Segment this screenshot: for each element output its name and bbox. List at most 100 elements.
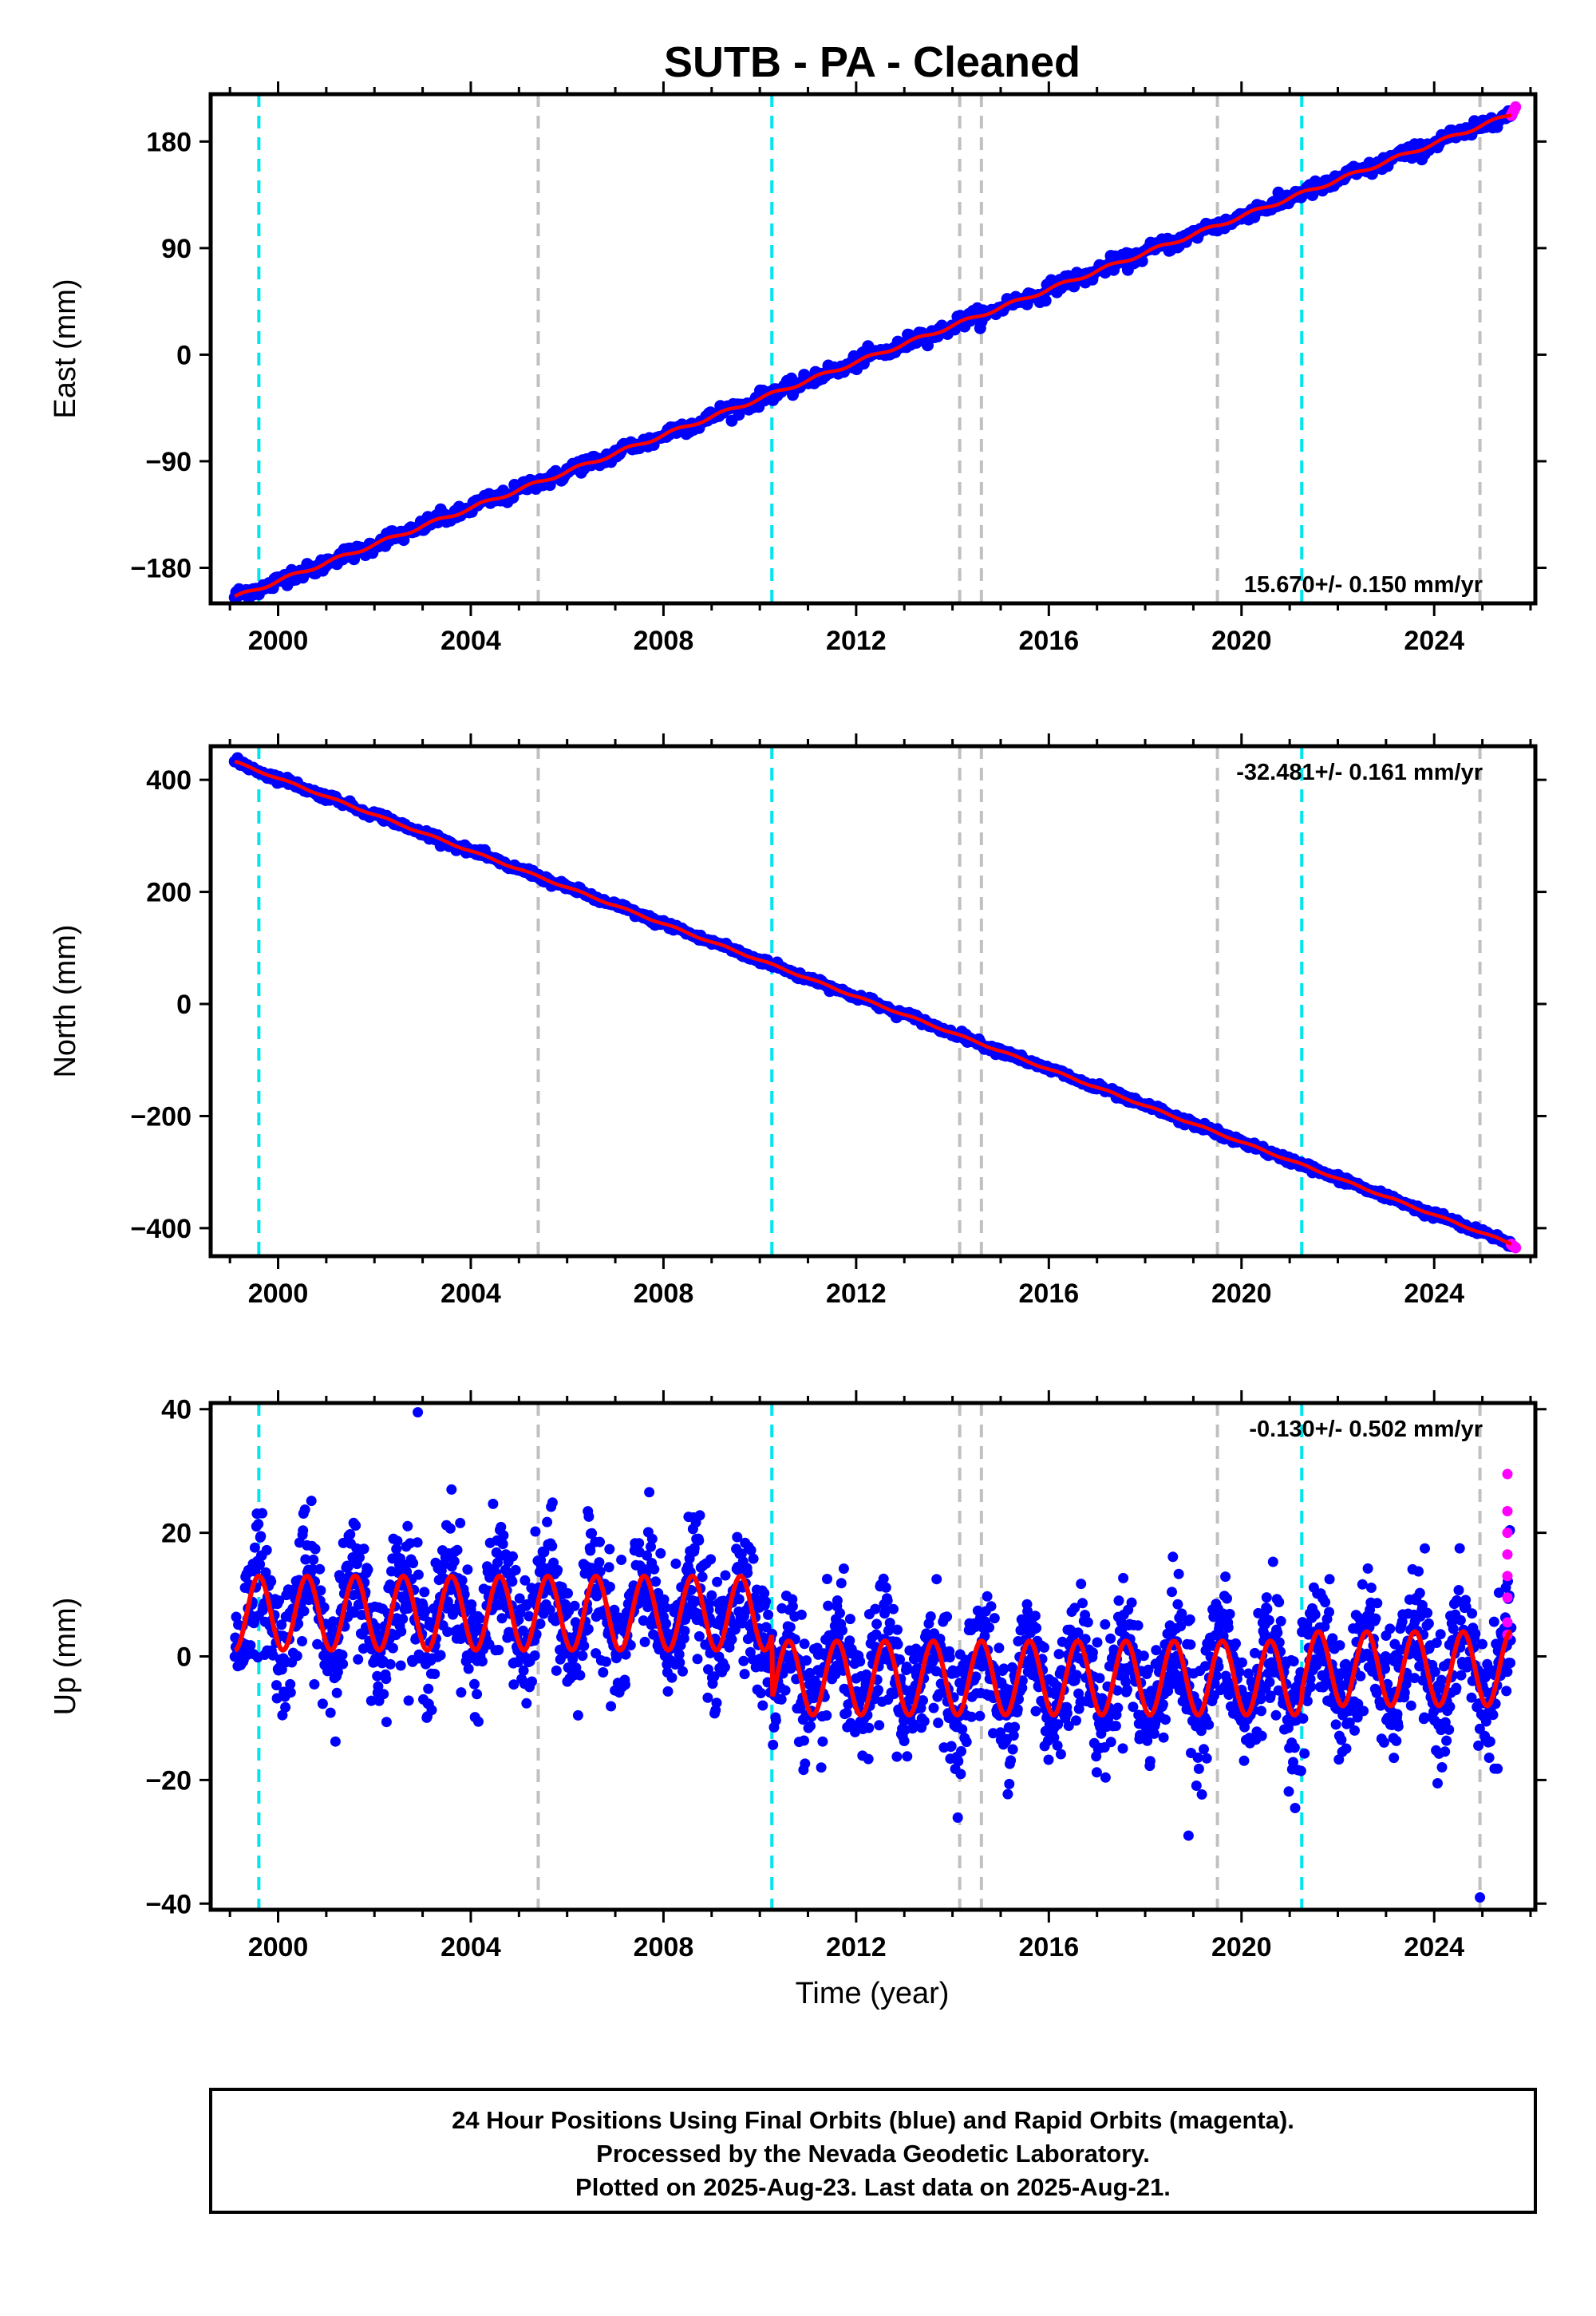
up-point (1055, 1749, 1066, 1760)
up-point (317, 1698, 328, 1709)
up-point (639, 1636, 650, 1647)
up-point (780, 1685, 791, 1696)
up-point (1341, 1743, 1352, 1754)
up-point (1007, 1744, 1018, 1755)
up-point (955, 1769, 966, 1780)
up-point (799, 1638, 810, 1650)
up-point (655, 1547, 666, 1559)
up-point (763, 1609, 774, 1620)
up-point (822, 1574, 832, 1584)
up-point (387, 1642, 398, 1654)
up-point (738, 1655, 749, 1666)
up-point (871, 1618, 883, 1630)
north-ytick-label-4: 400 (146, 765, 192, 796)
up-point (306, 1496, 317, 1507)
up-point (1320, 1597, 1331, 1608)
up-point (1076, 1579, 1087, 1590)
up-point (1295, 1765, 1306, 1777)
up-point (1126, 1597, 1137, 1608)
up-point (1306, 1682, 1317, 1693)
up-point (1077, 1598, 1088, 1609)
up-point (693, 1630, 705, 1642)
up-point (1324, 1607, 1334, 1618)
up-point (748, 1553, 759, 1564)
up-point (1451, 1682, 1462, 1694)
up-point (1505, 1658, 1516, 1669)
up-point (378, 1689, 389, 1700)
up-point (620, 1679, 630, 1690)
north-xtick-label-0: 2000 (248, 1279, 309, 1309)
up-point (757, 1700, 768, 1711)
up-point (1071, 1670, 1082, 1681)
up-point (298, 1525, 309, 1536)
up-point (308, 1554, 319, 1565)
up-point (1199, 1744, 1209, 1755)
east-ytick-label-3: 90 (161, 234, 192, 264)
up-point (844, 1614, 855, 1625)
up-ytick-label-3: 20 (161, 1519, 192, 1549)
up-ytick-label-1: −20 (145, 1765, 192, 1796)
up-rapid-point-3 (1502, 1549, 1513, 1560)
east-ytick-label-0: −180 (130, 553, 192, 583)
up-point (1005, 1755, 1017, 1766)
up-point (463, 1663, 474, 1674)
up-point (350, 1520, 361, 1531)
up-point (1405, 1700, 1416, 1711)
up-point (880, 1582, 891, 1593)
up-point (1237, 1657, 1247, 1668)
up-xtick-label-5: 2020 (1211, 1932, 1272, 1962)
up-point (1483, 1753, 1495, 1763)
east-panel: −180 −90 0 90 180 2000 2004 2008 2012 2016 2020 202… (49, 81, 1547, 656)
up-point (989, 1613, 1000, 1624)
up-point (1105, 1737, 1116, 1748)
up-y-axis-label: Up (mm) (49, 1598, 82, 1716)
up-outlier-0 (413, 1407, 424, 1418)
up-point (961, 1737, 972, 1748)
up-rapid-point-4 (1502, 1571, 1513, 1582)
east-final-points (228, 105, 1518, 605)
north-xtick-label-3: 2012 (826, 1279, 887, 1309)
east-plot-frame (208, 92, 1538, 606)
up-point (330, 1736, 341, 1747)
up-point (662, 1686, 674, 1697)
up-point (245, 1640, 256, 1651)
north-y-axis-label: North (mm) (49, 924, 82, 1077)
up-point (1422, 1607, 1433, 1618)
up-point (448, 1555, 460, 1567)
up-point (1071, 1715, 1081, 1726)
up-rapid-point-2 (1502, 1528, 1513, 1539)
up-point (1283, 1786, 1294, 1797)
up-point (353, 1654, 364, 1665)
up-point (1110, 1721, 1121, 1732)
up-point (1192, 1752, 1203, 1763)
up-point (1288, 1656, 1299, 1667)
up-rate-annotation: -0.130+/- 0.502 mm/yr (1249, 1417, 1483, 1442)
up-point (1441, 1735, 1452, 1746)
up-rapid-point-0 (1502, 1468, 1513, 1480)
up-point (1435, 1629, 1446, 1640)
up-point (1484, 1736, 1495, 1747)
up-point (634, 1538, 645, 1549)
up-point (1160, 1714, 1171, 1725)
up-point (488, 1498, 499, 1509)
up-point (508, 1551, 518, 1562)
up-point (429, 1669, 440, 1679)
east-point (1039, 294, 1052, 307)
east-xtick-label-2: 2008 (634, 626, 694, 656)
up-rapid-point-5 (1502, 1592, 1513, 1603)
up-point (1256, 1730, 1267, 1741)
up-point (1224, 1608, 1235, 1619)
up-point (1349, 1725, 1360, 1736)
up-point (692, 1654, 703, 1665)
up-point (1031, 1622, 1042, 1634)
up-point (1436, 1762, 1448, 1773)
up-point (1336, 1734, 1347, 1745)
up-point (1391, 1735, 1402, 1746)
up-point (1275, 1615, 1286, 1626)
up-point (1092, 1637, 1103, 1648)
up-point (362, 1564, 373, 1575)
up-point (706, 1590, 717, 1601)
up-point (1262, 1603, 1273, 1614)
